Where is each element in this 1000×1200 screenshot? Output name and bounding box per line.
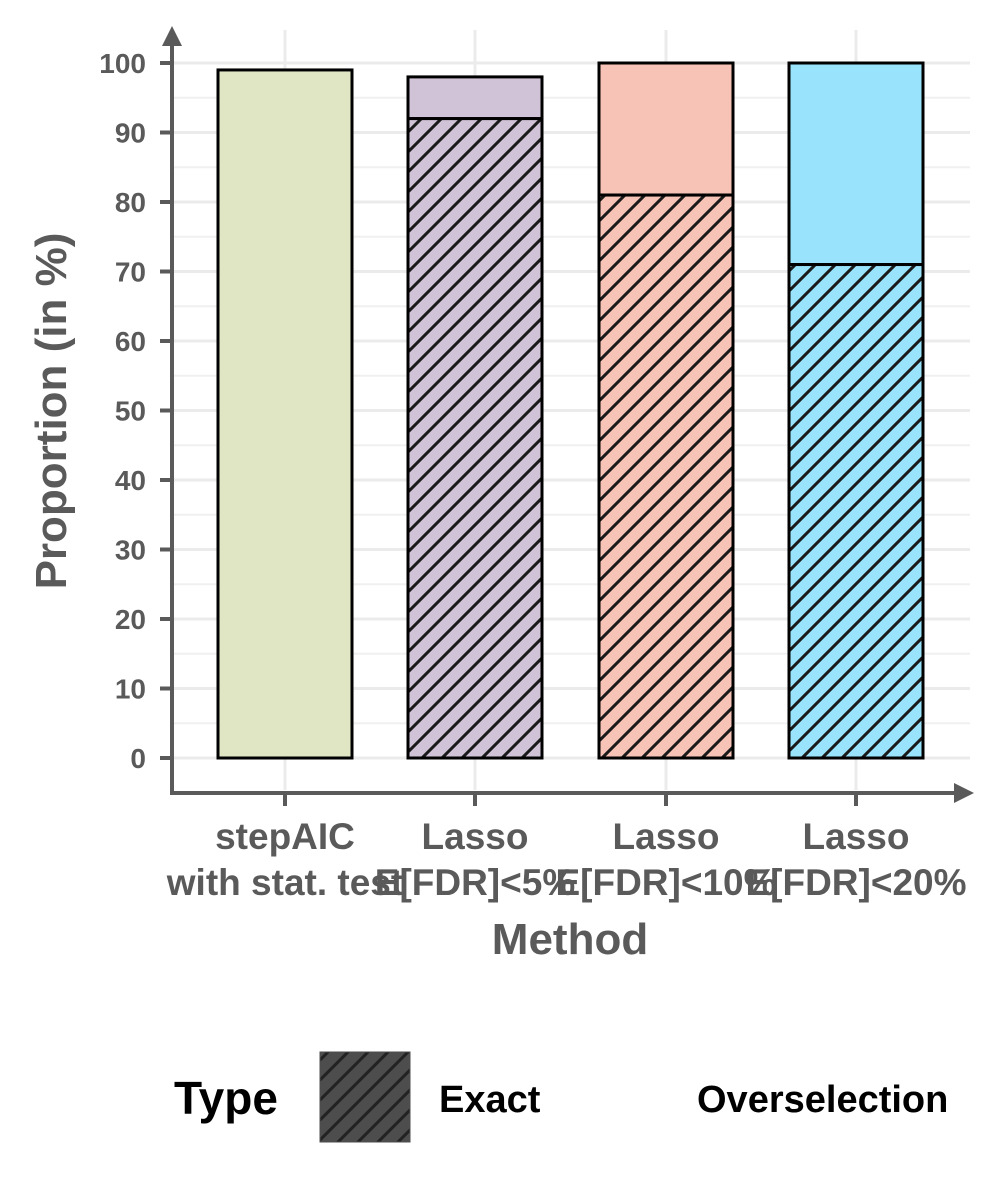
x-tick-label: stepAIC: [215, 816, 355, 857]
legend-label-overselection: Overselection: [697, 1079, 948, 1121]
legend-title: Type: [174, 1072, 278, 1124]
x-tick-label: Lasso: [613, 816, 720, 857]
x-tick-label: Lasso: [422, 816, 529, 857]
bar-overselection: [216, 68, 354, 760]
legend-label-exact: Exact: [439, 1079, 541, 1121]
y-tick-label: 40: [115, 465, 146, 496]
x-tick-label: E[FDR]<20%: [745, 862, 966, 903]
legend: Type Exact Overselection: [174, 1051, 948, 1143]
y-tick-label: 60: [115, 326, 146, 357]
y-tick-label: 0: [130, 743, 146, 774]
bar-overselection: [406, 75, 544, 121]
axes: [160, 26, 974, 806]
x-tick-label: Lasso: [803, 816, 910, 857]
tick-labels: 0 10 20 30 40 50 60 70 80 90 100 stepAIC with stat. …: [99, 48, 966, 903]
x-axis-title: Method: [492, 915, 648, 964]
y-tick-label: 80: [115, 187, 146, 218]
bar-exact: [406, 117, 544, 760]
bar-overselection: [787, 61, 925, 267]
y-tick-label: 70: [115, 257, 146, 288]
y-tick-label: 10: [115, 674, 146, 705]
x-tick-label: E[FDR]<5%: [375, 862, 575, 903]
y-tick-label: 30: [115, 535, 146, 566]
y-tick-label: 100: [99, 48, 146, 79]
y-axis-arrow: [162, 26, 182, 46]
bar-exact: [597, 193, 735, 760]
y-tick-label: 90: [115, 118, 146, 149]
bar-overselection: [597, 61, 735, 197]
x-tick-label: with stat. test: [166, 862, 403, 903]
y-tick-label: 20: [115, 604, 146, 635]
bar-exact: [787, 263, 925, 760]
y-axis-title: Proportion (in %): [27, 233, 76, 590]
legend-swatch-exact-hatch: [319, 1051, 411, 1143]
x-axis-arrow: [954, 783, 974, 803]
bars: [216, 61, 925, 760]
x-tick-label: E[FDR]<10%: [555, 862, 776, 903]
y-tick-label: 50: [115, 396, 146, 427]
